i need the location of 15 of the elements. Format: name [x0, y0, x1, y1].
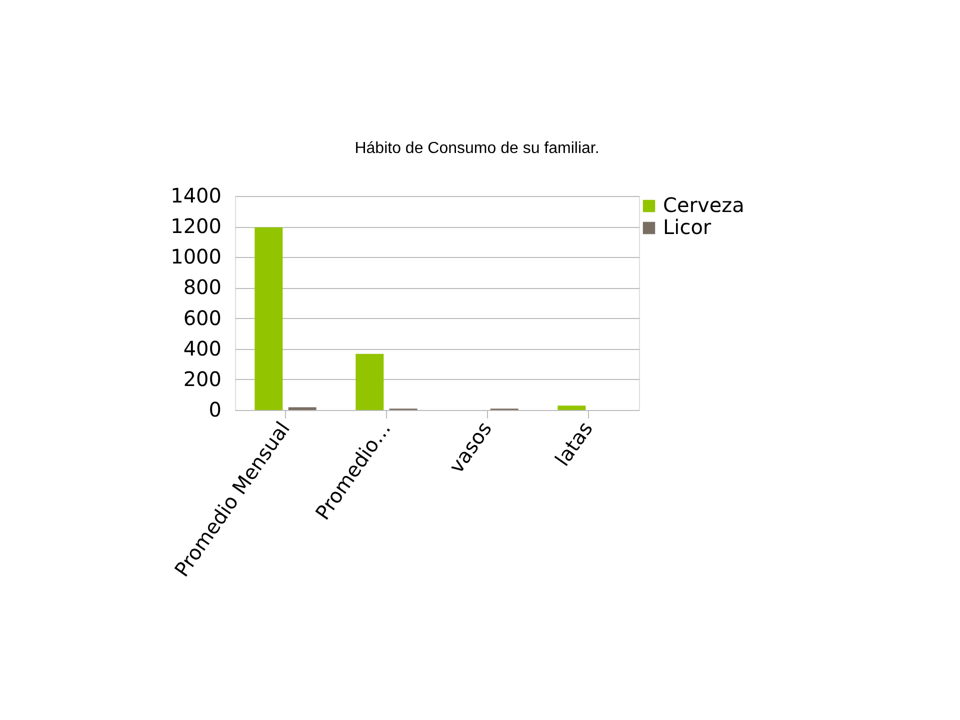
bar	[356, 354, 384, 410]
y-tick-label: 800	[183, 275, 222, 300]
y-tick-label: 1200	[170, 214, 222, 238]
y-tick-label: 1400	[170, 184, 222, 208]
chart-title: Hábito de Consumo de su familiar.	[354, 140, 600, 157]
y-tick-label: 1000	[170, 244, 222, 269]
y-tick-label: 0	[208, 398, 222, 422]
legend-label: Cerveza	[663, 193, 744, 217]
legend-label: Licor	[663, 215, 712, 239]
y-tick-label: 400	[183, 336, 222, 360]
bar	[288, 407, 316, 410]
bar	[558, 406, 586, 410]
bar	[254, 227, 283, 410]
y-tick-label: 600	[183, 306, 222, 330]
y-tick-label: 200	[183, 366, 222, 391]
